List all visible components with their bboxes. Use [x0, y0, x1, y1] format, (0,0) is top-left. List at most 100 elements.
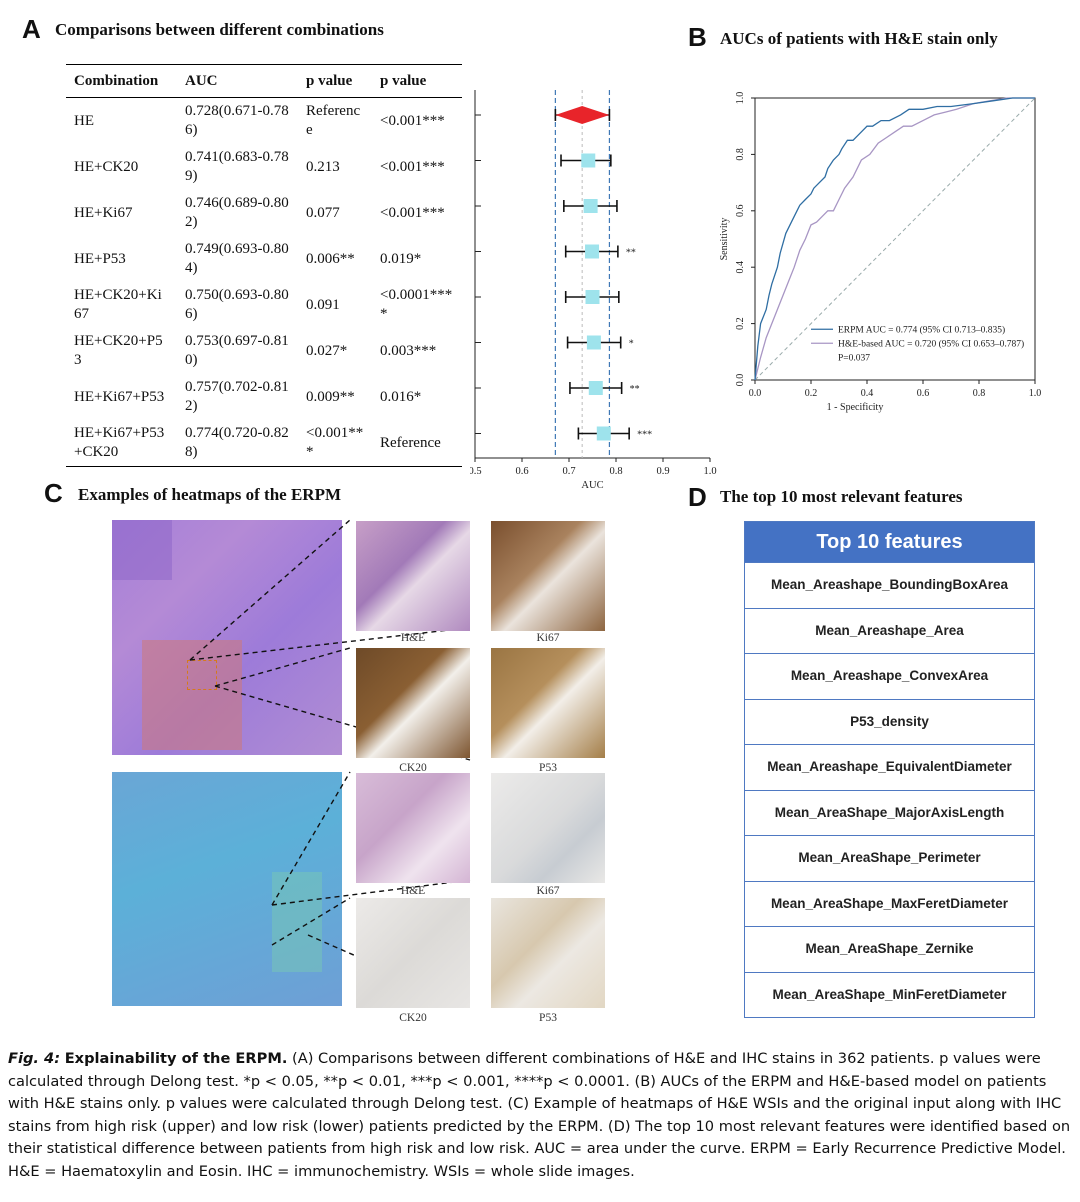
- table-row: HE+CK20+P53 0.753(0.697-0.810) 0.027* 0.003…: [66, 328, 462, 374]
- table-cell-p2: <0.001***: [380, 112, 445, 129]
- plot-frame: [754, 97, 1036, 381]
- col-auc: AUC: [177, 64, 298, 98]
- ki67-tile-lower: [491, 773, 605, 883]
- y-tick-label: 1.0: [735, 92, 746, 105]
- table-cell-combination: HE+P53: [74, 250, 126, 267]
- table-cell-combination: HE+CK20+P53: [74, 333, 163, 368]
- square-marker: [585, 244, 600, 259]
- p-value-label: P=0.037: [838, 354, 870, 364]
- table-cell-p2: <0.0001****: [380, 287, 453, 322]
- col-p2: p value: [372, 64, 462, 98]
- table-row: HE+Ki67 0.746(0.689-0.802) 0.077 <0.001***: [66, 190, 462, 236]
- x-tick-label: 0.6: [917, 388, 930, 399]
- table-row: HE+Ki67+P53+CK20 0.774(0.720-0.828) <0.001…: [66, 420, 462, 467]
- table-header-row: Combination AUC p value p value: [66, 64, 462, 98]
- table-cell-combination: HE+Ki67+P53: [74, 388, 165, 405]
- table-cell-auc: 0.750(0.693-0.806): [185, 287, 289, 322]
- label-he-lower: H&E: [400, 885, 426, 897]
- feature-item: P53_density: [745, 698, 1034, 745]
- table-cell-auc: 0.728(0.671-0.786): [185, 103, 289, 138]
- panel-b-title: AUCs of patients with H&E stain only: [720, 29, 998, 48]
- panel-a-letter: A: [22, 14, 41, 44]
- panel-c-letter: C: [44, 478, 63, 508]
- x-tick-label: 0.4: [861, 388, 874, 399]
- feature-item: Mean_AreaShape_MaxFeretDiameter: [745, 880, 1034, 927]
- table-cell-p1: 0.006**: [306, 250, 355, 267]
- feature-item: Mean_AreaShape_Zernike: [745, 926, 1034, 972]
- square-marker: [583, 199, 598, 213]
- table-cell-p1: Reference: [306, 103, 361, 138]
- significance-label: *: [629, 339, 634, 350]
- y-tick-label: 0.6: [735, 205, 746, 218]
- y-tick-label: 0.4: [735, 261, 746, 274]
- label-he-upper: H&E: [400, 632, 426, 644]
- table-cell-p1: <0.001***: [298, 420, 372, 467]
- ck20-tile-upper: [356, 648, 470, 758]
- panel-d-title: The top 10 most relevant features: [720, 487, 963, 506]
- label-ck20-upper: CK20: [399, 762, 427, 774]
- table-cell-combination: HE+CK20: [74, 158, 139, 175]
- comparison-table: Combination AUC p value p value HE 0.728(…: [66, 64, 462, 467]
- x-tick-label: 0.7: [562, 466, 575, 477]
- table-cell-p2: <0.001***: [380, 158, 445, 175]
- square-marker: [585, 290, 600, 304]
- feature-item: Mean_Areashape_ConvexArea: [745, 653, 1034, 699]
- label-ki67-lower: Ki67: [536, 885, 560, 897]
- table-row: HE+P53 0.749(0.693-0.804) 0.006** 0.019*: [66, 236, 462, 282]
- col-p1: p value: [298, 64, 372, 98]
- table-cell-combination: HE+Ki67+P53+CK20: [66, 420, 177, 467]
- feature-item: Mean_Areashape_Area: [745, 607, 1034, 654]
- cool-region: [112, 520, 172, 580]
- he-tile-lower: [356, 773, 470, 883]
- table-cell-p1: 0.077: [306, 204, 340, 221]
- legend-label: ERPM AUC = 0.774 (95% CI 0.713–0.835): [838, 325, 1005, 336]
- zoom-box: [187, 660, 217, 690]
- figure-caption: Fig. 4: Explainability of the ERPM. (A) …: [8, 1048, 1072, 1183]
- he-tile-upper: [356, 521, 470, 631]
- ki67-tile-upper: [491, 521, 605, 631]
- table-row: HE+CK20 0.741(0.683-0.789) 0.213 <0.001***: [66, 144, 462, 190]
- table-cell-combination: HE+CK20+Ki67: [74, 287, 162, 322]
- table-cell-combination: HE: [74, 112, 94, 129]
- x-tick-label: 1.0: [703, 466, 716, 477]
- x-tick-label: 0.9: [656, 466, 669, 477]
- table-cell-p1: 0.091: [306, 296, 340, 313]
- diamond-marker: [555, 106, 610, 124]
- panel-c-title: Examples of heatmaps of the ERPM: [78, 485, 342, 504]
- table-cell-auc: 0.774(0.720-0.828): [177, 420, 298, 467]
- x-tick-label: 1.0: [1029, 388, 1042, 399]
- roc-chart: 0.0 0.2 0.4 0.6 0.8 1.0 0.0 0.2 0.4 0.6 0.8 1.0 1 - …: [719, 92, 1042, 413]
- features-header: Top 10 features: [745, 522, 1034, 562]
- diagonal-reference: [754, 97, 1036, 381]
- feature-item: Mean_Areashape_BoundingBoxArea: [745, 562, 1034, 608]
- x-tick-label: 0.0: [749, 388, 762, 399]
- table-cell-p1: 0.009**: [306, 388, 355, 405]
- p53-tile-upper: [491, 648, 605, 758]
- panel-b-letter: B: [688, 22, 707, 52]
- panel-d-letter: D: [688, 482, 707, 512]
- label-ki67-upper: Ki67: [536, 632, 560, 644]
- caption-fig-number: Fig. 4:: [8, 1050, 61, 1067]
- feature-item: Mean_Areashape_EquivalentDiameter: [745, 744, 1034, 790]
- x-tick-label: 0.6: [515, 466, 528, 477]
- table-row: HE+Ki67+P53 0.757(0.702-0.812) 0.009** 0.01…: [66, 374, 462, 420]
- table-cell-auc: 0.746(0.689-0.802): [185, 195, 289, 230]
- table-cell-auc: 0.753(0.697-0.810): [185, 333, 289, 368]
- warm-region: [272, 872, 322, 972]
- legend-label: H&E-based AUC = 0.720 (95% CI 0.653–0.78…: [838, 339, 1024, 350]
- significance-label: ***: [637, 430, 652, 441]
- table-cell-p2: Reference: [372, 420, 462, 467]
- table-row: HE+CK20+Ki67 0.750(0.693-0.806) 0.091 <0.00…: [66, 282, 462, 328]
- square-marker: [588, 381, 603, 395]
- table-cell-combination: HE+Ki67: [74, 204, 133, 221]
- p53-tile-lower: [491, 898, 605, 1008]
- roc-curve: [754, 97, 1035, 381]
- high-risk-heatmap: [112, 520, 342, 755]
- y-tick-label: 0.8: [735, 148, 746, 161]
- table-cell-p1: 0.213: [306, 158, 340, 175]
- y-axis-label: Sensitivity: [719, 218, 730, 261]
- table-cell-p2: 0.016*: [380, 388, 422, 405]
- table-cell-p1: 0.027*: [306, 342, 348, 359]
- table-row: HE 0.728(0.671-0.786) Reference <0.001***: [66, 98, 462, 145]
